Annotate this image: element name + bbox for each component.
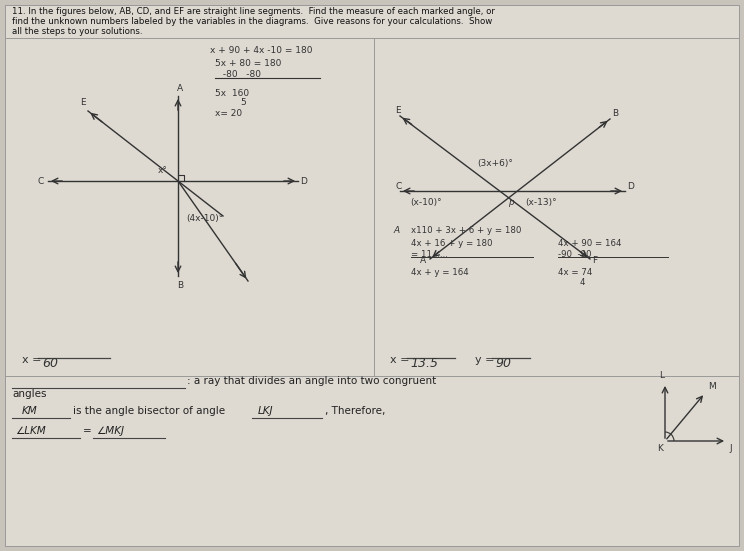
Text: 60: 60	[42, 357, 58, 370]
Text: 13.5: 13.5	[410, 357, 438, 370]
Text: (4x-10)°: (4x-10)°	[186, 214, 223, 223]
Text: C: C	[38, 176, 44, 186]
Text: A: A	[177, 84, 183, 93]
Text: -90  -90: -90 -90	[558, 250, 591, 259]
Text: B: B	[612, 109, 618, 118]
Text: 5: 5	[240, 98, 246, 107]
Text: J: J	[729, 444, 731, 453]
Text: x =: x =	[22, 355, 42, 365]
Text: 4x = 74: 4x = 74	[558, 268, 592, 277]
Text: all the steps to your solutions.: all the steps to your solutions.	[12, 27, 143, 36]
Text: E: E	[80, 98, 86, 107]
Text: M: M	[708, 382, 716, 391]
Text: x110 + 3x + 6 + y = 180: x110 + 3x + 6 + y = 180	[411, 226, 522, 235]
Text: : a ray that divides an angle into two congruent: : a ray that divides an angle into two c…	[187, 376, 436, 386]
Text: (3x+6)°: (3x+6)°	[477, 159, 513, 168]
Text: 90: 90	[495, 357, 511, 370]
Text: -80   -80: -80 -80	[220, 70, 261, 79]
Text: K: K	[657, 444, 663, 453]
Text: ∠LKM: ∠LKM	[15, 426, 45, 436]
Text: y =: y =	[475, 355, 495, 365]
Text: x°: x°	[158, 166, 168, 175]
Text: 4x + y = 164: 4x + y = 164	[411, 268, 469, 277]
Text: find the unknown numbers labeled by the variables in the diagrams.  Give reasons: find the unknown numbers labeled by the …	[12, 17, 493, 26]
Text: 4: 4	[580, 278, 586, 287]
Text: 5x  160: 5x 160	[215, 89, 249, 98]
Text: 4x + 90 = 164: 4x + 90 = 164	[558, 239, 621, 248]
Text: A: A	[420, 256, 426, 265]
Text: D: D	[300, 176, 307, 186]
Text: , Therefore,: , Therefore,	[325, 406, 385, 416]
Text: L: L	[659, 371, 664, 380]
Text: angles: angles	[12, 389, 46, 399]
Text: (x-10)°: (x-10)°	[410, 198, 442, 207]
Text: 5x + 80 = 180: 5x + 80 = 180	[215, 59, 281, 68]
Text: (x-13)°: (x-13)°	[525, 198, 557, 207]
Text: = 11 .....: = 11 .....	[411, 250, 448, 259]
Text: C: C	[395, 182, 401, 191]
Text: D: D	[627, 182, 634, 191]
FancyBboxPatch shape	[5, 5, 739, 546]
Text: is the angle bisector of angle: is the angle bisector of angle	[73, 406, 225, 416]
Text: 4x + 16 + y = 180: 4x + 16 + y = 180	[411, 239, 493, 248]
Text: E: E	[395, 106, 400, 115]
Text: A: A	[393, 226, 399, 235]
Text: x =: x =	[390, 355, 409, 365]
Text: F: F	[592, 256, 597, 265]
Text: p: p	[508, 198, 514, 207]
Text: =: =	[83, 426, 92, 436]
Text: 11. In the figures below, AB, CD, and EF are straight line segments.  Find the m: 11. In the figures below, AB, CD, and EF…	[12, 7, 495, 16]
Text: x + 90 + 4x -10 = 180: x + 90 + 4x -10 = 180	[210, 46, 312, 55]
Text: x= 20: x= 20	[215, 109, 242, 118]
Text: KM: KM	[22, 406, 38, 416]
Text: B: B	[177, 281, 183, 290]
Text: LKJ: LKJ	[258, 406, 274, 416]
Text: ∠MKJ: ∠MKJ	[96, 426, 124, 436]
